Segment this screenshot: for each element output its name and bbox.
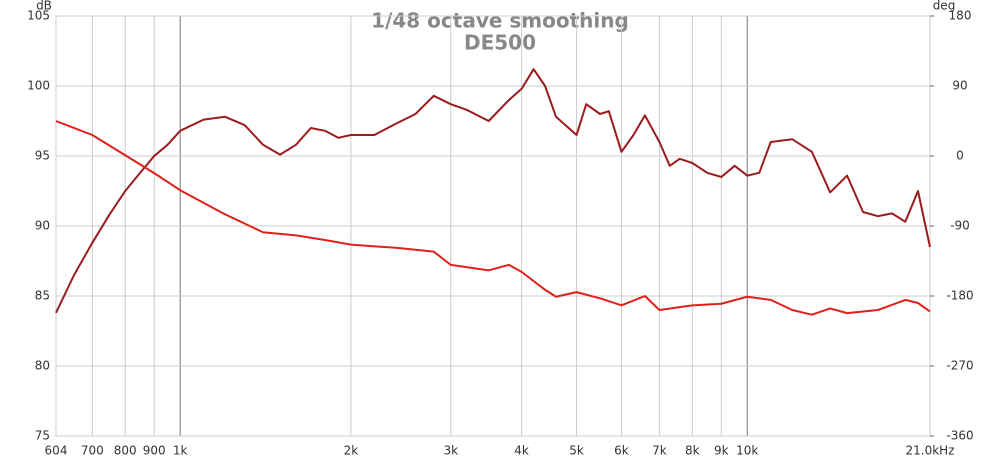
y2-tick-label: -180 xyxy=(946,289,973,303)
x-tick-label: 2k xyxy=(344,444,359,458)
x-tick-label: 700 xyxy=(81,444,104,458)
x-tick-label: 7k xyxy=(652,444,667,458)
y2-axis-label: deg xyxy=(933,0,956,13)
x-tick-label: 800 xyxy=(114,444,137,458)
x-tick-label: 604 xyxy=(45,444,68,458)
y2-tick-label: -360 xyxy=(946,429,973,443)
y-axis-label: dB xyxy=(36,0,52,13)
x-tick-label: 1k xyxy=(173,444,188,458)
y-tick-label: 90 xyxy=(35,219,50,233)
y-tick-label: 85 xyxy=(35,289,50,303)
x-tick-label: 8k xyxy=(685,444,700,458)
line-series xyxy=(55,120,931,316)
y-tick-label: 105 xyxy=(27,9,50,23)
x-tick-label: 10k xyxy=(736,444,758,458)
y2-tick-label: 180 xyxy=(949,9,972,23)
y-tick-label: 80 xyxy=(35,359,50,373)
y2-tick-label: 0 xyxy=(956,149,964,163)
chart-title: 1/48 octave smoothing xyxy=(371,9,629,33)
x-tick-label: 4k xyxy=(514,444,529,458)
x-tick-label: 6k xyxy=(614,444,629,458)
y2-tick-label: -90 xyxy=(950,219,970,233)
x-tick-label: 5k xyxy=(569,444,584,458)
x-tick-label: 9k xyxy=(714,444,729,458)
y-tick-label: 75 xyxy=(35,429,50,443)
y2-tick-label: -270 xyxy=(946,359,973,373)
x-tick-label: 900 xyxy=(143,444,166,458)
line-series xyxy=(55,68,931,314)
y2-tick-label: 90 xyxy=(952,79,967,93)
x-tick-label: 21.0kHz xyxy=(906,444,955,458)
chart-subtitle: DE500 xyxy=(464,31,536,55)
y-tick-label: 95 xyxy=(35,149,50,163)
y-tick-label: 100 xyxy=(27,79,50,93)
x-tick-label: 3k xyxy=(443,444,458,458)
